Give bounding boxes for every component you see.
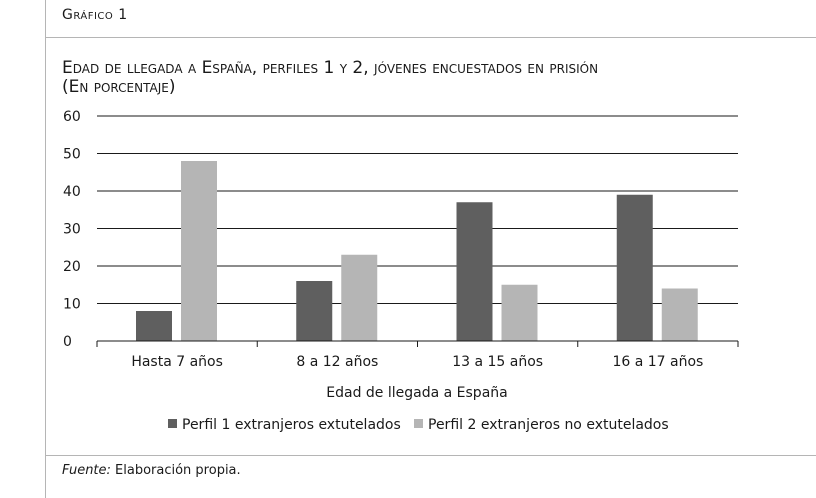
bar-series-1-3 [456, 202, 493, 341]
legend-swatch-2 [414, 419, 423, 428]
y-tick-label: 30 [63, 222, 81, 238]
bar-series-2-3 [501, 284, 538, 341]
chart-subtitle: (En porcentaje) [62, 77, 176, 97]
x-tick-label: 13 a 15 años [452, 354, 543, 370]
y-axis-ticks: 0 10 20 30 40 50 60 [63, 109, 81, 350]
y-tick-label: 60 [63, 109, 81, 125]
chart-title-block: Edad de llegada a España, perfiles 1 y 2… [62, 59, 802, 97]
bar-series-1-4 [616, 194, 653, 341]
y-tick-label: 40 [63, 184, 81, 200]
bar-series-2-4 [661, 288, 698, 341]
y-tick-label: 0 [63, 334, 72, 350]
x-axis-title: Edad de llegada a España [326, 385, 507, 401]
bar-series-1-1 [136, 311, 172, 341]
x-tick-label: 16 a 17 años [612, 354, 703, 370]
legend-label-1: Perfil 1 extranjeros extutelados [182, 417, 401, 433]
source-text: Elaboración propia. [110, 463, 241, 478]
chart-title: Edad de llegada a España, perfiles 1 y 2… [62, 58, 599, 78]
figure-label: Gráfico 1 [62, 7, 128, 23]
bar-series-1-2 [296, 281, 333, 341]
source-label: Fuente: [62, 463, 111, 478]
x-tick-label: 8 a 12 años [296, 354, 378, 370]
left-rule [45, 0, 46, 498]
y-tick-label: 50 [63, 147, 81, 163]
bar-series-2-2 [341, 254, 378, 341]
legend-label-2: Perfil 2 extranjeros no extutelados [428, 417, 669, 433]
y-tick-label: 10 [63, 297, 81, 313]
header-divider [45, 37, 816, 38]
legend: Perfil 1 extranjeros extutelados Perfil 2… [168, 417, 669, 433]
bar-series-2-1 [181, 161, 217, 341]
y-tick-label: 20 [63, 259, 81, 275]
legend-swatch-1 [168, 419, 177, 428]
x-tick-label: Hasta 7 años [131, 354, 223, 370]
source-note: Fuente: Elaboración propia. [62, 463, 241, 478]
bars [136, 161, 698, 341]
x-axis: Hasta 7 años 8 a 12 años 13 a 15 años 16 a … [96, 340, 739, 370]
footer-divider [45, 455, 816, 456]
